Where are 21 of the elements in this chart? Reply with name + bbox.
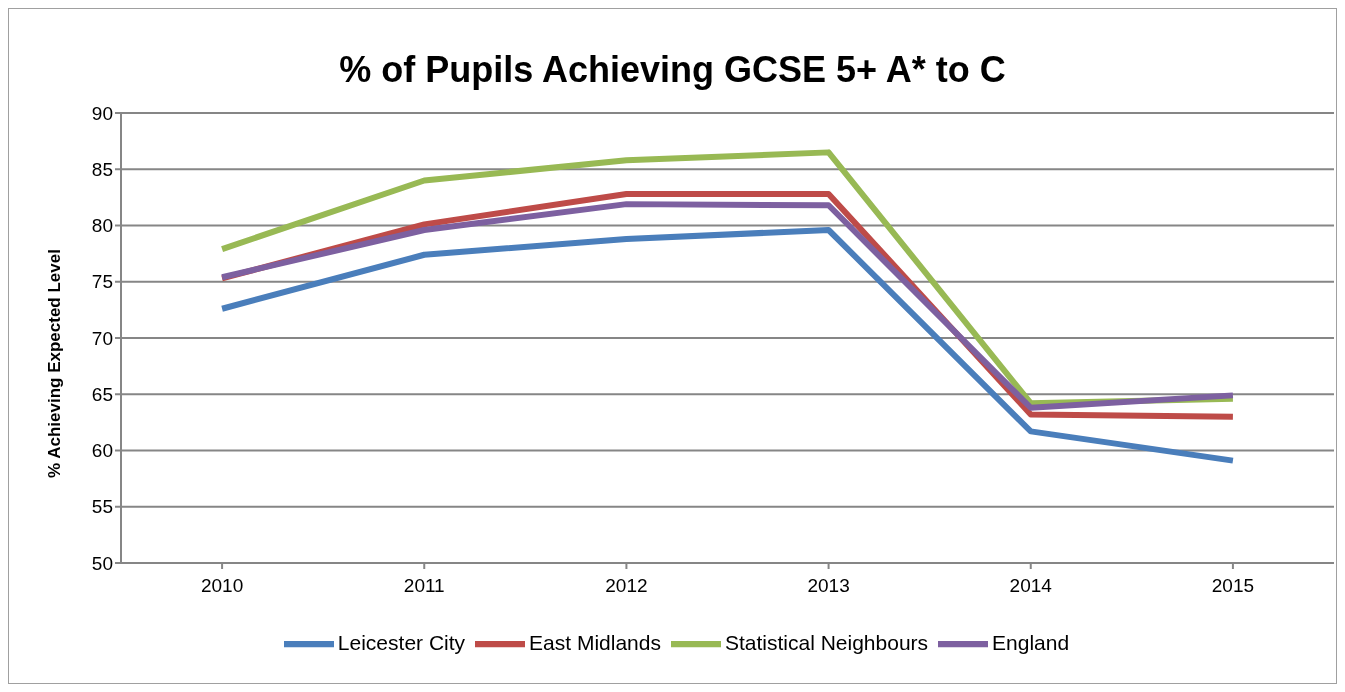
y-axis-title: % Achieving Expected Level — [45, 249, 65, 478]
x-tick-label: 2010 — [200, 575, 244, 597]
y-tick-label: 70 — [91, 327, 113, 349]
y-tick-label: 65 — [91, 383, 113, 405]
y-tick-label: 85 — [91, 158, 113, 180]
y-tick-label: 75 — [91, 271, 113, 293]
x-tick-label: 2011 — [403, 575, 445, 597]
y-tick-label: 55 — [91, 496, 113, 518]
y-tick-label: 80 — [91, 215, 113, 237]
chart-title: % of Pupils Achieving GCSE 5+ A* to C — [338, 49, 1007, 92]
y-tick-label: 60 — [91, 440, 113, 462]
x-tick-label: 2014 — [1009, 575, 1053, 597]
legend-label: East Midlands — [529, 630, 661, 654]
x-tick-label: 2012 — [605, 575, 648, 597]
legend-label: Leicester City — [337, 630, 466, 654]
x-tick-label: 2013 — [807, 575, 850, 597]
y-tick-label: 90 — [91, 102, 113, 124]
legend-label: England — [992, 630, 1070, 654]
y-tick-label: 50 — [91, 552, 113, 574]
x-tick-label: 2015 — [1211, 575, 1255, 597]
legend-label: Statistical Neighbours — [724, 630, 929, 654]
